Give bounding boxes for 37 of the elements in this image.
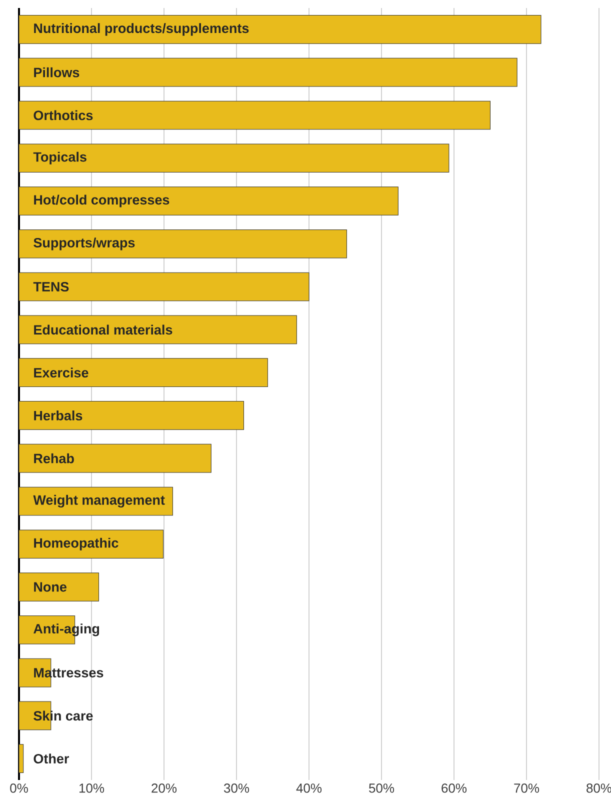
x-tick-label: 10% [79, 784, 104, 793]
bar [18, 444, 212, 473]
y-tick-label: Educational materials [34, 324, 172, 335]
x-tick-label: 50% [369, 784, 394, 793]
bar [18, 315, 297, 344]
y-tick-label: Hot/cold compresses [34, 194, 170, 208]
bar [18, 186, 398, 216]
bar [18, 744, 24, 773]
bar [18, 100, 490, 130]
x-tick-label: 20% [152, 784, 177, 793]
x-tick-label: 70% [514, 784, 540, 793]
bar [18, 530, 164, 559]
y-tick-label: Other [34, 754, 70, 764]
y-tick-label: Topicals [33, 152, 86, 164]
y-tick-label: Nutritional products/supplements [34, 23, 249, 36]
y-tick-label: Orthotics [34, 110, 93, 120]
y-tick-label: None [34, 582, 66, 592]
bar [18, 358, 268, 387]
bar [18, 572, 99, 602]
y-tick-label: Homeopathic [34, 538, 118, 550]
bar [18, 229, 347, 258]
bar [18, 58, 518, 87]
bar [18, 401, 244, 430]
x-tick-label: 30% [224, 784, 250, 793]
y-tick-label: Herbals [34, 410, 82, 420]
y-tick-label: Weight management [33, 494, 165, 508]
y-tick-label: Exercise [34, 368, 88, 378]
bar [18, 15, 542, 44]
y-tick-label: TENS [33, 282, 69, 292]
y-tick-label: Pillows [34, 67, 80, 78]
x-tick-label: 0% [10, 784, 28, 793]
x-tick-label: 40% [296, 784, 322, 793]
x-tick-label: 60% [442, 784, 467, 793]
y-tick-label: Rehab [34, 453, 74, 464]
bar [18, 144, 450, 173]
y-tick-label: Supports/wraps [34, 238, 135, 250]
bar [18, 272, 310, 302]
